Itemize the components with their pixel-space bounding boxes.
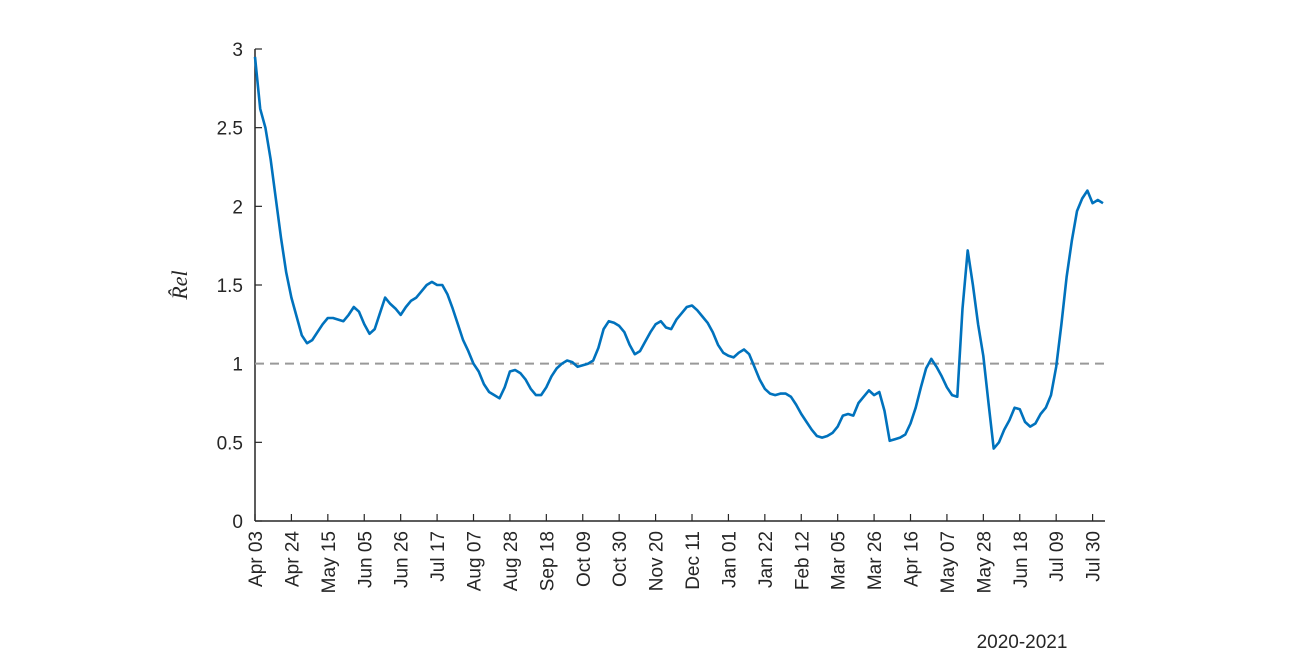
y-tick-label: 1.5 xyxy=(217,276,243,297)
x-tick-label: Jun 05 xyxy=(355,531,376,588)
x-tick-label: Dec 11 xyxy=(683,531,704,590)
y-axis-title: R̂el xyxy=(167,270,192,300)
y-tick-label: 0.5 xyxy=(217,433,243,454)
x-tick-label: Apr 16 xyxy=(902,531,923,587)
x-tick-label: Feb 12 xyxy=(792,531,813,590)
y-tick-label: 2.5 xyxy=(217,119,243,140)
x-tick-label: Nov 20 xyxy=(647,531,668,591)
x-tick-label: Oct 09 xyxy=(574,531,595,587)
x-tick-label: Mar 05 xyxy=(829,531,850,590)
x-tick-label: Sep 18 xyxy=(537,531,558,591)
x-tick-label: Jun 18 xyxy=(1011,531,1032,588)
y-tick-label: 2 xyxy=(232,197,243,218)
x-tick-label: Aug 07 xyxy=(465,531,486,591)
x-tick-label: Oct 30 xyxy=(610,531,631,587)
x-tick-label: May 28 xyxy=(974,531,995,593)
x-tick-label: Mar 26 xyxy=(865,531,886,590)
x-tick-label: Aug 28 xyxy=(501,531,522,591)
x-tick-label: Apr 24 xyxy=(282,531,303,587)
x-tick-label: Jun 26 xyxy=(392,531,413,588)
y-tick-label: 1 xyxy=(232,355,243,376)
y-tick-label: 0 xyxy=(232,512,243,533)
x-tick-label: Jan 01 xyxy=(719,531,740,588)
x-tick-label: Jul 09 xyxy=(1047,531,1068,582)
line-series xyxy=(253,56,1104,450)
x-tick-label: Apr 03 xyxy=(246,531,267,587)
y-tick-label: 3 xyxy=(232,40,243,61)
x-axis-title: 2020-2021 xyxy=(977,632,1068,653)
x-tick-label: Jan 22 xyxy=(756,531,777,588)
x-tick-label: May 15 xyxy=(319,531,340,593)
x-tick-label: May 07 xyxy=(938,531,959,593)
x-tick-label: Jul 30 xyxy=(1084,531,1105,582)
x-tick-label: Jul 17 xyxy=(428,531,449,582)
